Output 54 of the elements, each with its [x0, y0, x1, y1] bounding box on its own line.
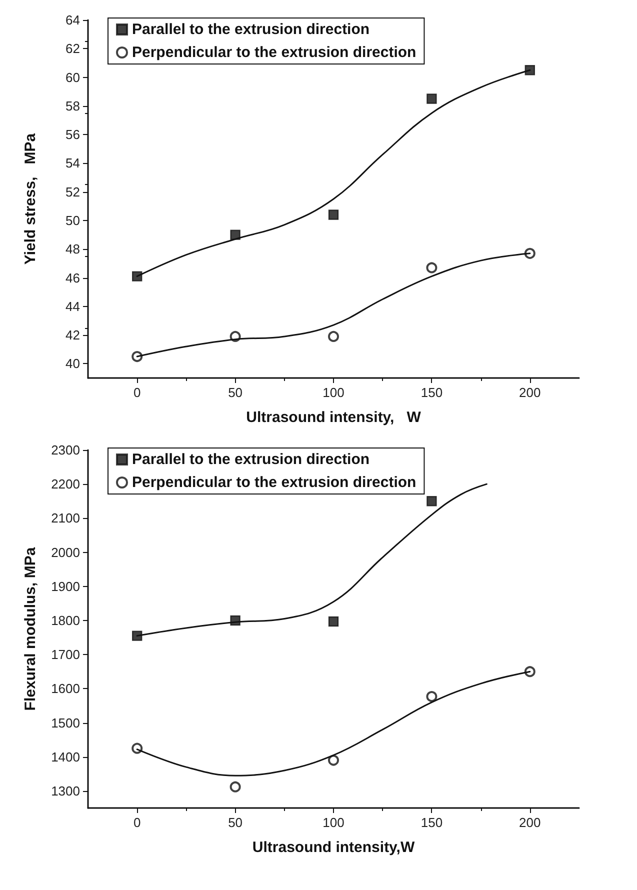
y-tick-label: 2000: [51, 544, 80, 560]
x-tick-label: 100: [322, 815, 344, 830]
y-tick-label: 1600: [51, 681, 80, 696]
x-axis-title: Ultrasound intensity, W: [246, 409, 422, 426]
x-tick-label: 0: [133, 385, 141, 400]
point: [230, 230, 240, 240]
y-tick-label: 2200: [51, 476, 80, 492]
point: [328, 754, 339, 766]
point: [426, 691, 438, 702]
y-tick-label: 1300: [51, 783, 80, 798]
y-axis-title: Flexural modulus, MPa: [22, 546, 39, 711]
y-tick-label: 1400: [51, 749, 80, 764]
y-tick-label: 54: [66, 156, 80, 171]
y-tick-label: 48: [66, 242, 80, 257]
y-tick-label: 52: [66, 184, 80, 200]
y-tick-label: 1500: [51, 715, 80, 730]
y-tick-label: 42: [66, 328, 80, 343]
y-tick-label: 40: [66, 356, 80, 372]
x-tick-label: 150: [420, 385, 443, 400]
point: [328, 616, 339, 627]
point: [230, 781, 241, 792]
x-tick-label: 0: [133, 815, 141, 830]
legend-label: Parallel to the extrusion direction: [132, 451, 370, 468]
y-tick-label: 50: [66, 212, 80, 228]
y-tick-label: 56: [66, 127, 80, 142]
y-tick-label: 1900: [51, 578, 80, 594]
x-tick-label: 50: [228, 385, 243, 400]
y-tick-label: 60: [66, 70, 80, 85]
y-tick-label: 64: [66, 12, 80, 28]
y-tick-label: 2100: [51, 510, 80, 526]
y-tick-label: 1700: [51, 647, 80, 662]
y-tick-label: 62: [66, 41, 80, 56]
x-tick-label: 200: [519, 385, 541, 400]
x-axis-title: Ultrasound intensity,W: [252, 839, 416, 856]
point: [426, 94, 437, 104]
x-tick-label: 50: [228, 815, 243, 830]
x-tick-label: 150: [420, 815, 443, 830]
y-tick-label: 2300: [51, 442, 80, 458]
y-tick-label: 46: [66, 270, 80, 286]
y-tick-label: 44: [66, 298, 80, 314]
y-tick-label: 58: [66, 98, 80, 114]
point: [132, 271, 142, 282]
point: [328, 210, 339, 220]
legend-label: Parallel to the extrusion direction: [132, 21, 370, 38]
point: [132, 630, 142, 641]
point: [426, 496, 437, 506]
legend-label: Perpendicular to the extrusion direction: [132, 44, 416, 61]
x-tick-label: 100: [322, 385, 344, 400]
point: [328, 330, 339, 342]
y-tick-label: 1800: [51, 612, 80, 628]
point: [426, 262, 438, 274]
y-axis-title: Yield stress, MPa: [22, 132, 39, 265]
legend-label: Perpendicular to the extrusion direction: [132, 474, 416, 491]
x-tick-label: 200: [519, 815, 541, 830]
